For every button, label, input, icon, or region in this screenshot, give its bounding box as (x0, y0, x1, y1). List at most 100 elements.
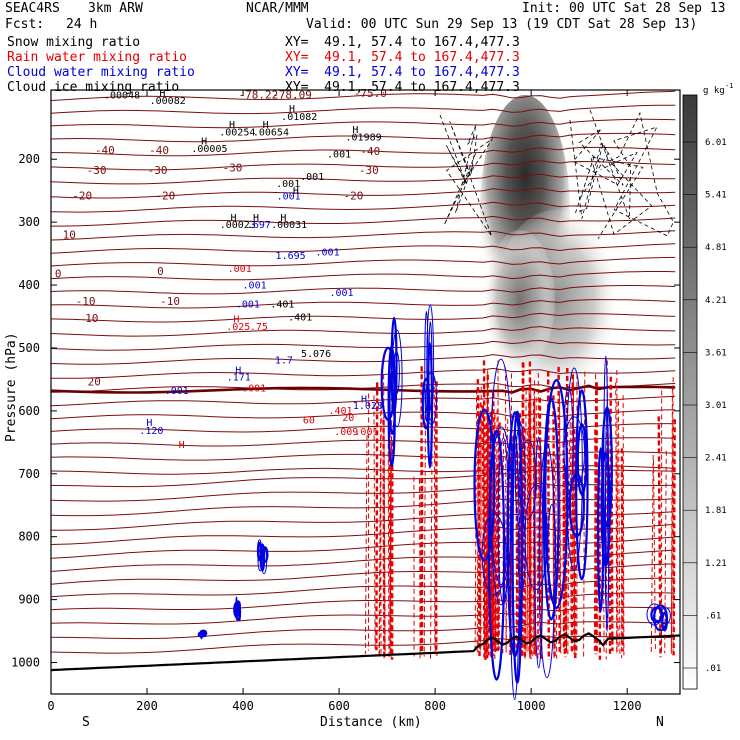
field-value-label: .75 (250, 322, 268, 333)
temperature-contour (50, 230, 676, 241)
x-endpoint-right: N (656, 715, 664, 730)
x-tick-label: 0 (47, 699, 54, 713)
temperature-contour (50, 635, 676, 654)
field-value-label: .001 (242, 384, 266, 395)
rain-contour (555, 454, 558, 659)
field-value-label: .001 (327, 150, 351, 161)
field-value-label: .00254 (219, 128, 255, 139)
rain-contour (419, 366, 423, 655)
rain-contour (433, 378, 436, 652)
rain-contour (573, 429, 577, 660)
rain-contour (364, 434, 368, 655)
rain-contour (505, 367, 507, 654)
y-tick-label: 300 (18, 215, 40, 229)
cloud-water-contour (646, 603, 663, 626)
temperature-contour (50, 326, 676, 337)
colorbar: g kg -1 6.01 5.41 4.81 4.21 3.61 3.01 2.41 1.81… (682, 82, 733, 690)
fcst-label: Fcst: (5, 17, 45, 32)
rain-contour (419, 478, 421, 659)
high-marker: H (233, 314, 239, 325)
temperature-label: -30 (87, 164, 107, 177)
cloud-water-contour (563, 386, 574, 495)
temperature-contour (50, 577, 676, 598)
y-axis-label: Pressure (hPa) (4, 332, 19, 442)
cloud-water-contour (596, 447, 605, 613)
rain-contour (478, 402, 481, 652)
rain-contour (670, 377, 674, 653)
temperature-label: -30 (359, 164, 379, 177)
rain-contour (478, 387, 481, 655)
rain-contour (378, 403, 382, 659)
field-value-label: .401 (270, 299, 294, 310)
temperature-contour (50, 90, 676, 101)
temperature-contour (50, 285, 676, 295)
rain-contour (434, 381, 438, 655)
cloud-water-contours (197, 304, 671, 701)
field-value-label: .697 (247, 220, 271, 231)
cloud-water-contour (203, 631, 207, 638)
temperature-contour (50, 469, 676, 488)
field-value-label: .00082 (150, 96, 186, 107)
field-value-label: .001 (243, 280, 267, 291)
high-marker: H (229, 120, 235, 131)
cloud-water-contour (426, 304, 435, 421)
field-name-rain: Rain water mixing ratio (7, 50, 188, 65)
y-tick-label: 500 (18, 341, 40, 355)
high-marker: H (235, 365, 241, 376)
cloud-ice-contour (589, 109, 674, 240)
y-tick-label: 700 (18, 467, 40, 481)
rain-contour (672, 419, 676, 656)
field-value-label: .01082 (281, 112, 317, 123)
cloud-water-contour (473, 408, 496, 562)
high-marker: H (253, 213, 259, 224)
field-value-label: .401 (288, 313, 312, 324)
temperature-label: -40 (360, 145, 380, 158)
y-tick-label: 400 (18, 278, 40, 292)
temperature-contour (50, 118, 676, 129)
cloud-water-contour (257, 539, 262, 562)
x-tick-label: 1000 (517, 699, 546, 713)
field-value-label: .001 (228, 264, 252, 275)
field-value-label: .00048 (104, 90, 140, 101)
temperature-label: -20 (344, 190, 364, 203)
rain-contour (522, 427, 527, 657)
rain-contour (526, 430, 529, 656)
cloud-water-contour (565, 367, 583, 571)
high-marker: H (179, 440, 185, 451)
colorbar-fill (682, 94, 698, 690)
cloud-water-contour (518, 439, 537, 520)
high-marker: H (230, 213, 236, 224)
colorbar-label: 2.41 (705, 454, 727, 464)
rain-contour (502, 433, 504, 654)
cloud-water-contour (576, 423, 588, 496)
high-marker: H (280, 213, 286, 224)
rain-contour (670, 388, 673, 654)
org-label: NCAR/MMM (246, 1, 309, 16)
rain-contour (617, 400, 621, 656)
temperature-contour (50, 496, 676, 517)
rain-contour (383, 374, 386, 657)
cloud-ice-contour (569, 119, 638, 219)
temperature-contour (50, 437, 676, 447)
rain-contour (567, 441, 570, 658)
field-value-label: .001 (300, 172, 324, 183)
rain-contour (497, 422, 501, 651)
temperature-contour (50, 592, 676, 611)
field-value-label: .001 (236, 299, 260, 310)
field-value-label: .00031 (271, 220, 307, 231)
cloud-water-contour (391, 329, 403, 428)
field-value-label: .025 (226, 322, 250, 333)
temperature-label: -10 (76, 295, 96, 308)
colorbar-label: 1.81 (705, 506, 727, 516)
temperature-contour (50, 256, 676, 267)
temperature-label: -30 (148, 164, 168, 177)
temperature-contour (50, 243, 676, 254)
temperature-label: -20 (72, 190, 92, 203)
field-xy-snow: XY= 49.1, 57.4 to 167.4,477.3 (285, 35, 520, 50)
cloud-water-contour (488, 429, 506, 681)
temperature-label: 10 (85, 312, 98, 325)
field-value-label: 20 (342, 413, 354, 424)
rain-contour (572, 377, 576, 656)
terrain-contour (50, 632, 681, 672)
